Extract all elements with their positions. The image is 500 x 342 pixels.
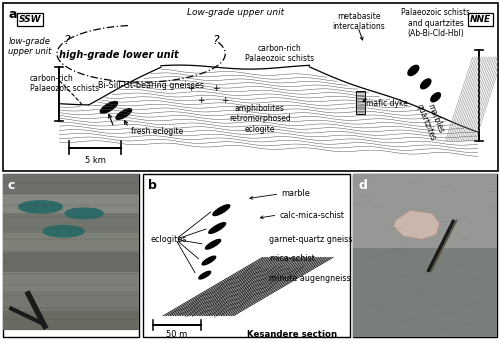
Text: NNE: NNE bbox=[470, 15, 490, 24]
Text: ?: ? bbox=[64, 34, 70, 47]
Text: garnet-quartz gneiss: garnet-quartz gneiss bbox=[269, 235, 352, 244]
Text: 50 m: 50 m bbox=[166, 330, 188, 339]
Text: Kesandere section: Kesandere section bbox=[247, 330, 337, 339]
Text: ?: ? bbox=[212, 34, 218, 47]
Polygon shape bbox=[393, 210, 440, 239]
Ellipse shape bbox=[206, 239, 220, 249]
Bar bbox=[2, 213, 138, 233]
Text: marble: marble bbox=[282, 189, 310, 198]
Ellipse shape bbox=[213, 205, 230, 215]
Ellipse shape bbox=[116, 109, 132, 119]
Text: d: d bbox=[358, 179, 367, 192]
Text: minute augengneiss: minute augengneiss bbox=[269, 274, 350, 283]
Text: 5 km: 5 km bbox=[84, 156, 105, 165]
Text: +: + bbox=[212, 84, 219, 93]
Text: Palaeozoic schists
and quartzites
(Ab-Bi-Cld-Hbl): Palaeozoic schists and quartzites (Ab-Bi… bbox=[401, 9, 470, 38]
Ellipse shape bbox=[44, 226, 84, 237]
Text: eclogites: eclogites bbox=[151, 235, 187, 244]
Bar bbox=[2, 194, 138, 213]
Bar bbox=[356, 91, 365, 114]
Text: carbon-rich
Palaeozoic schists: carbon-rich Palaeozoic schists bbox=[30, 74, 99, 93]
Text: SSW: SSW bbox=[18, 15, 41, 24]
Ellipse shape bbox=[420, 79, 431, 89]
Text: Bi-Sill-Gt-bearing gneisses: Bi-Sill-Gt-bearing gneisses bbox=[98, 80, 204, 90]
Bar bbox=[352, 174, 498, 248]
Text: a: a bbox=[8, 9, 17, 22]
Ellipse shape bbox=[19, 201, 62, 213]
Bar bbox=[352, 248, 498, 337]
Ellipse shape bbox=[100, 102, 117, 113]
Bar bbox=[2, 252, 138, 272]
Text: +: + bbox=[197, 96, 204, 105]
Text: marbles
quartzites: marbles quartzites bbox=[414, 99, 447, 142]
Text: high-grade lower unit: high-grade lower unit bbox=[59, 50, 178, 60]
Ellipse shape bbox=[199, 271, 210, 279]
Ellipse shape bbox=[65, 208, 103, 219]
Bar bbox=[2, 311, 138, 330]
Text: c: c bbox=[8, 179, 16, 192]
Ellipse shape bbox=[202, 256, 215, 265]
Text: amphibolites
retromorphosed
eclogite: amphibolites retromorphosed eclogite bbox=[229, 104, 291, 134]
Ellipse shape bbox=[209, 223, 226, 233]
Text: +: + bbox=[187, 84, 194, 93]
Text: calc-mica-schist: calc-mica-schist bbox=[280, 211, 344, 220]
Text: b: b bbox=[148, 179, 156, 192]
Bar bbox=[2, 291, 138, 311]
Ellipse shape bbox=[408, 65, 419, 76]
Text: carbon-rich
Palaeozoic schists: carbon-rich Palaeozoic schists bbox=[245, 44, 314, 63]
Text: mafic dyke: mafic dyke bbox=[366, 99, 408, 108]
Text: Low-grade upper unit: Low-grade upper unit bbox=[186, 9, 284, 17]
Text: +: + bbox=[222, 96, 229, 105]
Ellipse shape bbox=[431, 93, 440, 102]
Bar bbox=[2, 174, 138, 194]
Text: fresh eclogite: fresh eclogite bbox=[131, 128, 184, 136]
Bar bbox=[2, 233, 138, 252]
Text: metabasite
intercalations: metabasite intercalations bbox=[332, 12, 386, 31]
Bar bbox=[2, 272, 138, 291]
Text: low-grade
upper unit: low-grade upper unit bbox=[8, 37, 52, 56]
Text: mica-schist: mica-schist bbox=[269, 254, 315, 263]
